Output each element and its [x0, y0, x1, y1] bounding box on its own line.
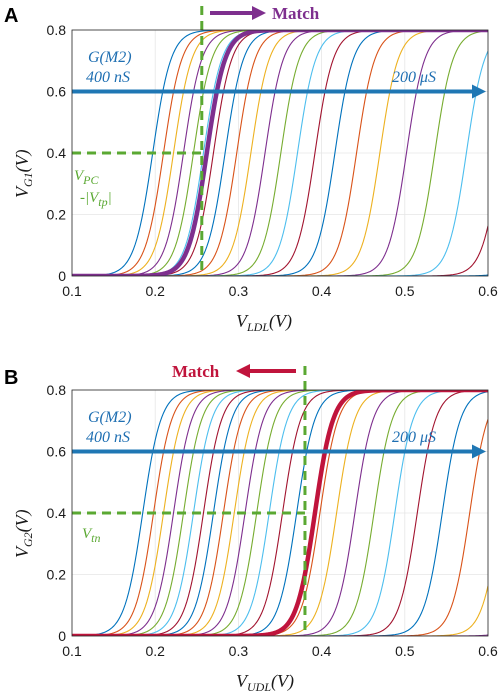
panel-a-series-line [72, 30, 488, 276]
panel-a-ytick-label: 0.2 [47, 207, 67, 223]
panel-b-g-end: 200 μS [392, 429, 436, 446]
panel-b-xlabel: VUDL(V) [236, 671, 294, 691]
arrow-right-icon [472, 444, 486, 459]
panel-b-match-annotation: Match [172, 362, 296, 381]
panel-a-xtick-label: 0.2 [145, 283, 165, 299]
panel-a-series-line [72, 30, 488, 276]
panel-a-markers [72, 6, 486, 276]
panel-a-series-line [72, 30, 488, 276]
panel-a-series-line [72, 30, 488, 276]
panel-a-frame [71, 29, 489, 277]
panel-b-vtn-label: Vtn [82, 526, 101, 545]
panel-b-series-line [72, 390, 488, 636]
panel-b-series-line [72, 390, 488, 636]
panel-b: B 0.1 0.2 0.3 0.4 0.5 0.6 0 0.2 0.4 0.6 0.8 VUDL(V… [4, 362, 498, 691]
panel-a-ytick-label: 0 [58, 268, 66, 284]
panel-b-xtick-label: 0.2 [145, 643, 165, 659]
panel-b-match-curve [72, 390, 488, 636]
panel-b-curves [72, 390, 488, 636]
panel-a-letter: A [4, 5, 18, 27]
panel-b-xtick-label: 0.6 [478, 643, 498, 659]
panel-a-series-line [72, 50, 488, 276]
panel-b-series-line [72, 390, 488, 636]
panel-a-xtick-label: 0.1 [62, 283, 82, 299]
panel-a: A 0.1 0.2 0.3 0.4 0.5 0.6 0 0.2 0.4 0.6 0.8 VLDL(V… [4, 4, 498, 334]
panel-b-series-line [72, 390, 488, 636]
panel-a-xlabel: VLDL(V) [236, 311, 292, 334]
panel-b-g-label: G(M2) [88, 409, 132, 426]
panel-a-series-line [72, 30, 488, 276]
panel-a-ticks: 0.1 0.2 0.3 0.4 0.5 0.6 0 0.2 0.4 0.6 0.8 [47, 22, 498, 299]
panel-b-frame [71, 389, 489, 637]
panel-b-xtick-label: 0.5 [395, 643, 415, 659]
panel-a-g-end: 200 μS [392, 69, 436, 86]
panel-b-letter: B [4, 367, 18, 389]
panel-b-ticks: 0.1 0.2 0.3 0.4 0.5 0.6 0 0.2 0.4 0.6 0.8 [47, 382, 498, 659]
panel-a-ylabel: VG1(V) [12, 149, 35, 198]
arrow-right-icon [252, 6, 266, 20]
panel-b-ytick-label: 0.8 [47, 382, 67, 398]
panel-a-vpc-label: VPC [74, 168, 100, 187]
panel-b-ytick-label: 0.2 [47, 567, 67, 583]
panel-b-series-line [72, 391, 488, 636]
panel-a-xtick-label: 0.4 [312, 283, 332, 299]
panel-a-series-line [72, 30, 488, 276]
arrow-right-icon [472, 84, 486, 99]
panel-a-g-start: 400 nS [86, 69, 130, 86]
panel-a-g-label: G(M2) [88, 49, 132, 66]
panel-a-series-line [72, 30, 488, 276]
panel-a-match-label: Match [272, 4, 320, 23]
panel-b-series-line [72, 390, 488, 636]
panel-a-series-line [72, 30, 488, 276]
panel-a-ytick-label: 0.4 [47, 145, 67, 161]
panel-b-series-line [72, 390, 488, 636]
panel-b-ytick-label: 0.6 [47, 444, 67, 460]
panel-a-series-line [72, 30, 488, 276]
panel-b-markers [72, 366, 486, 636]
panel-b-xtick-label: 0.3 [229, 643, 249, 659]
panel-b-match-label: Match [172, 362, 220, 381]
panel-b-xtick-label: 0.4 [312, 643, 332, 659]
panel-b-ylabel: VG2(V) [12, 509, 35, 558]
panel-a-ytick-label: 0.6 [47, 84, 67, 100]
panel-a-xtick-label: 0.6 [478, 283, 498, 299]
panel-a-ytick-label: 0.8 [47, 22, 67, 38]
panel-b-series-line [72, 390, 488, 636]
panel-b-ytick-label: 0 [58, 628, 66, 644]
panel-a-series-line [72, 30, 488, 276]
panel-b-series-line [72, 419, 488, 636]
panel-a-vtp-label: -|Vtp| [80, 190, 112, 209]
panel-b-series-line [72, 390, 488, 636]
panel-b-series-line [72, 390, 488, 636]
panel-a-match-annotation: Match [210, 4, 320, 23]
panel-b-series-line [72, 390, 488, 636]
panel-a-xtick-label: 0.3 [229, 283, 249, 299]
panel-b-xtick-label: 0.1 [62, 643, 82, 659]
panel-b-g-start: 400 nS [86, 429, 130, 446]
panel-a-xtick-label: 0.5 [395, 283, 415, 299]
panel-a-series-line [72, 225, 488, 276]
panel-a-series-line [72, 30, 488, 276]
panel-b-ytick-label: 0.4 [47, 505, 67, 521]
arrow-left-icon [236, 364, 250, 378]
panel-b-series-line [72, 390, 488, 636]
